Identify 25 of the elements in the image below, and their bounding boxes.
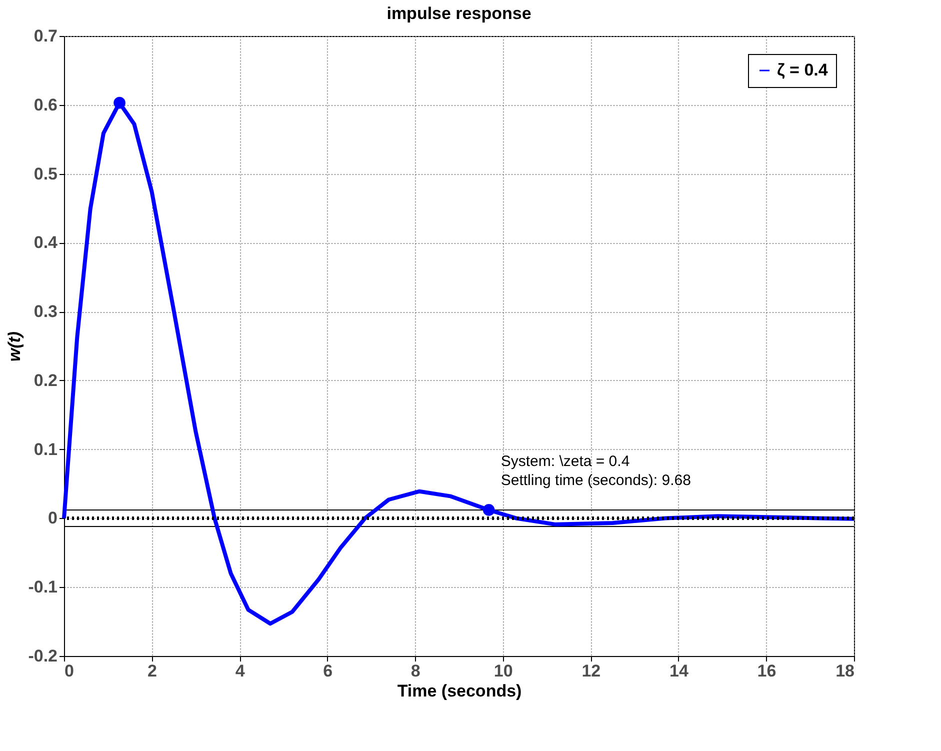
- y-tick-label: 0.6: [34, 95, 58, 114]
- x-axis-title: Time (seconds): [397, 682, 522, 700]
- y-tick-label: 0.1: [34, 440, 58, 459]
- chart-title: impulse response: [386, 4, 532, 23]
- x-tick-label: 6: [323, 662, 333, 680]
- legend-label: ζ = 0.4: [777, 60, 828, 80]
- x-tick-label: 12: [582, 662, 601, 680]
- x-tick-label: 10: [494, 662, 513, 680]
- x-tick-label: 4: [235, 662, 246, 680]
- y-tick-label: 0.4: [34, 233, 58, 252]
- y-tick-label: 0.3: [34, 302, 58, 322]
- x-tick-label: 8: [410, 662, 420, 680]
- y-tick-label: 0.5: [34, 164, 58, 184]
- y-tick-label: -0.1: [28, 578, 58, 597]
- y-tick-label: -0.2: [28, 646, 58, 666]
- y-axis-title: w(t): [5, 331, 24, 362]
- x-tick-label: 14: [669, 662, 689, 680]
- x-tick-label: 16: [757, 662, 776, 680]
- x-tick-label: 2: [148, 662, 158, 680]
- y-tick-label: 0.2: [34, 370, 58, 390]
- annotation: System: \zeta = 0.4 Settling time (seconds): 9.68: [500, 452, 691, 489]
- y-tick-label: 0: [48, 508, 58, 528]
- x-tick-label: 18: [836, 662, 854, 680]
- y-tick-label: 0.7: [34, 26, 58, 46]
- x-tick-label: 0: [64, 662, 74, 680]
